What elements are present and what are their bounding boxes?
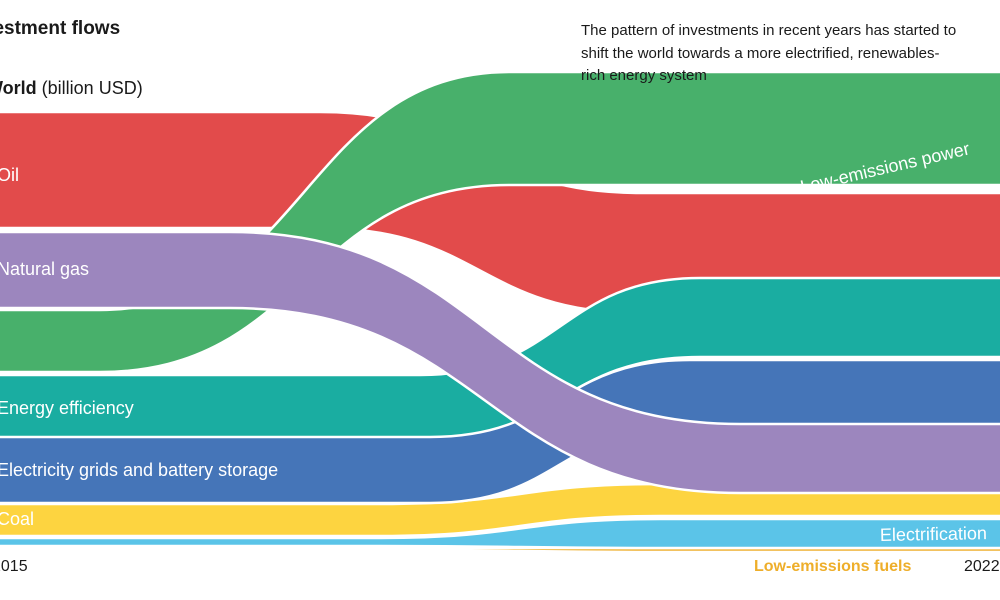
chart-subtitle: World (billion USD) [0,78,143,99]
annotation-note: The pattern of investments in recent yea… [581,22,957,84]
band-label-electricity-grids-and-battery-storage: Electricity grids and battery storage [0,460,278,480]
year-label-start: 2015 [0,558,28,575]
band-electrification [0,517,1000,550]
band-natural-gas [0,230,1000,495]
band-label-coal: Coal [0,509,34,529]
band-label-electrification: Electrification [880,523,987,545]
year-label-end: 2022 [964,558,1000,575]
band-label-low-emissions-fuels: Low-emissions fuels [754,558,912,575]
band-label-oil: Oil [0,165,19,185]
subtitle-unit: (billion USD) [36,78,143,98]
band-label-energy-efficiency: Energy efficiency [0,398,134,418]
band-label-natural-gas: Natural gas [0,259,89,279]
subtitle-region: World [0,78,37,98]
chart-title: Investment flows [0,18,121,39]
